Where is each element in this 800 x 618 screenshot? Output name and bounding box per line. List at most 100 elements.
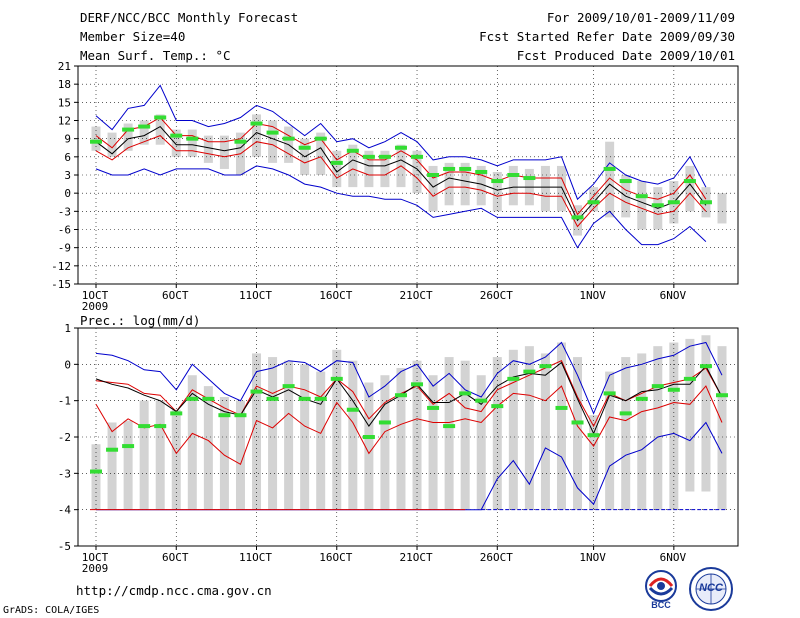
y-tick-label: -4 xyxy=(58,504,72,517)
mode-marker xyxy=(346,148,359,153)
mode-marker xyxy=(314,396,327,401)
header-forecast-period: For 2009/10/01-2009/11/09 xyxy=(546,10,735,25)
spread-box xyxy=(701,335,711,492)
mode-marker xyxy=(234,413,247,418)
spread-box xyxy=(123,123,133,151)
mode-marker xyxy=(475,169,488,174)
x-tick-label: 1OCT xyxy=(82,289,109,302)
y-tick-label: -15 xyxy=(51,278,71,291)
spread-box xyxy=(492,357,502,510)
mode-marker xyxy=(90,469,102,474)
x-tick-label: 21OCT xyxy=(399,551,432,564)
spread-box xyxy=(508,165,518,206)
spread-box xyxy=(171,129,181,157)
mode-marker xyxy=(683,179,696,184)
mode-marker xyxy=(138,424,151,429)
spread-box xyxy=(380,150,390,188)
spread-box xyxy=(556,165,566,212)
mode-marker xyxy=(330,160,343,165)
mode-marker xyxy=(186,396,199,401)
x-tick-label: 26OCT xyxy=(480,289,513,302)
spread-box xyxy=(268,120,278,163)
mode-marker xyxy=(266,130,279,135)
spread-box xyxy=(123,420,133,510)
spread-box xyxy=(412,360,422,510)
footer-url[interactable]: http://cmdp.ncc.cma.gov.cn xyxy=(76,583,272,598)
header-member-size: Member Size=40 xyxy=(80,29,186,44)
mode-marker xyxy=(411,382,424,387)
mode-marker xyxy=(716,393,728,398)
spread-box xyxy=(573,357,583,510)
mode-marker xyxy=(651,203,664,208)
mode-marker xyxy=(154,424,167,429)
mode-marker xyxy=(122,127,135,132)
mode-marker xyxy=(443,166,456,171)
series-line-mean xyxy=(95,361,723,435)
spread-box xyxy=(107,132,117,157)
mode-marker xyxy=(362,435,375,439)
mode-marker xyxy=(459,391,472,396)
spread-box xyxy=(364,382,374,510)
header-produced-date: Fcst Produced Date 2009/10/01 xyxy=(516,48,735,63)
y-tick-label: 21 xyxy=(58,60,71,73)
mode-marker xyxy=(266,396,279,401)
mode-marker xyxy=(346,407,359,412)
mode-marker xyxy=(619,179,632,184)
mode-marker xyxy=(394,393,407,398)
ncc-logo-text: NCC xyxy=(699,582,723,594)
mode-marker xyxy=(250,121,263,126)
mode-marker xyxy=(298,396,311,401)
spread-box xyxy=(219,135,229,169)
mode-marker xyxy=(587,200,600,205)
spread-box xyxy=(252,114,262,157)
mode-marker xyxy=(555,405,568,410)
mode-marker xyxy=(218,413,231,418)
series-line-min xyxy=(95,165,707,249)
mode-marker xyxy=(523,369,536,374)
spread-box xyxy=(605,141,615,218)
mode-marker xyxy=(154,115,167,120)
ncc-logo-icon xyxy=(689,567,733,611)
spread-box xyxy=(540,353,550,510)
spread-box xyxy=(444,162,454,206)
y-tick-label: -1 xyxy=(58,395,71,408)
y-tick-label: 0 xyxy=(64,358,71,371)
spread-box xyxy=(203,135,213,163)
mode-marker xyxy=(667,387,680,392)
spread-box xyxy=(219,397,229,510)
spread-box xyxy=(669,342,679,510)
spread-box xyxy=(187,375,197,510)
spread-box xyxy=(556,342,566,510)
header-variable: Mean Surf. Temp.: °C xyxy=(80,48,231,63)
mode-marker xyxy=(491,404,504,409)
spread-box xyxy=(637,181,647,230)
grads-credit: GrADS: COLA/IGES xyxy=(3,605,100,616)
mode-marker xyxy=(202,396,215,401)
spread-box xyxy=(316,371,326,510)
spread-box xyxy=(653,346,663,510)
spread-box xyxy=(540,165,550,212)
mode-marker xyxy=(491,179,504,184)
y-tick-label: 3 xyxy=(64,169,71,182)
y-tick-label: -2 xyxy=(58,431,71,444)
precip-title: Prec.: log(mm/d) xyxy=(80,313,201,328)
x-tick-year: 2009 xyxy=(82,300,109,313)
spread-box xyxy=(139,400,149,510)
spread-box xyxy=(332,349,342,510)
spread-box xyxy=(316,132,326,175)
mode-marker xyxy=(699,364,712,369)
mode-marker xyxy=(314,136,327,141)
mode-marker xyxy=(619,411,632,416)
spread-box xyxy=(508,349,518,510)
mode-marker xyxy=(138,124,151,129)
bcc-logo-text: BCC xyxy=(651,600,671,610)
spread-box xyxy=(428,165,438,212)
plot-frame xyxy=(77,327,739,547)
mode-marker xyxy=(170,133,183,138)
spread-box xyxy=(476,375,486,510)
spread-box xyxy=(717,193,727,224)
spread-box xyxy=(203,386,213,510)
spread-box xyxy=(155,114,165,145)
mode-marker xyxy=(106,447,119,452)
